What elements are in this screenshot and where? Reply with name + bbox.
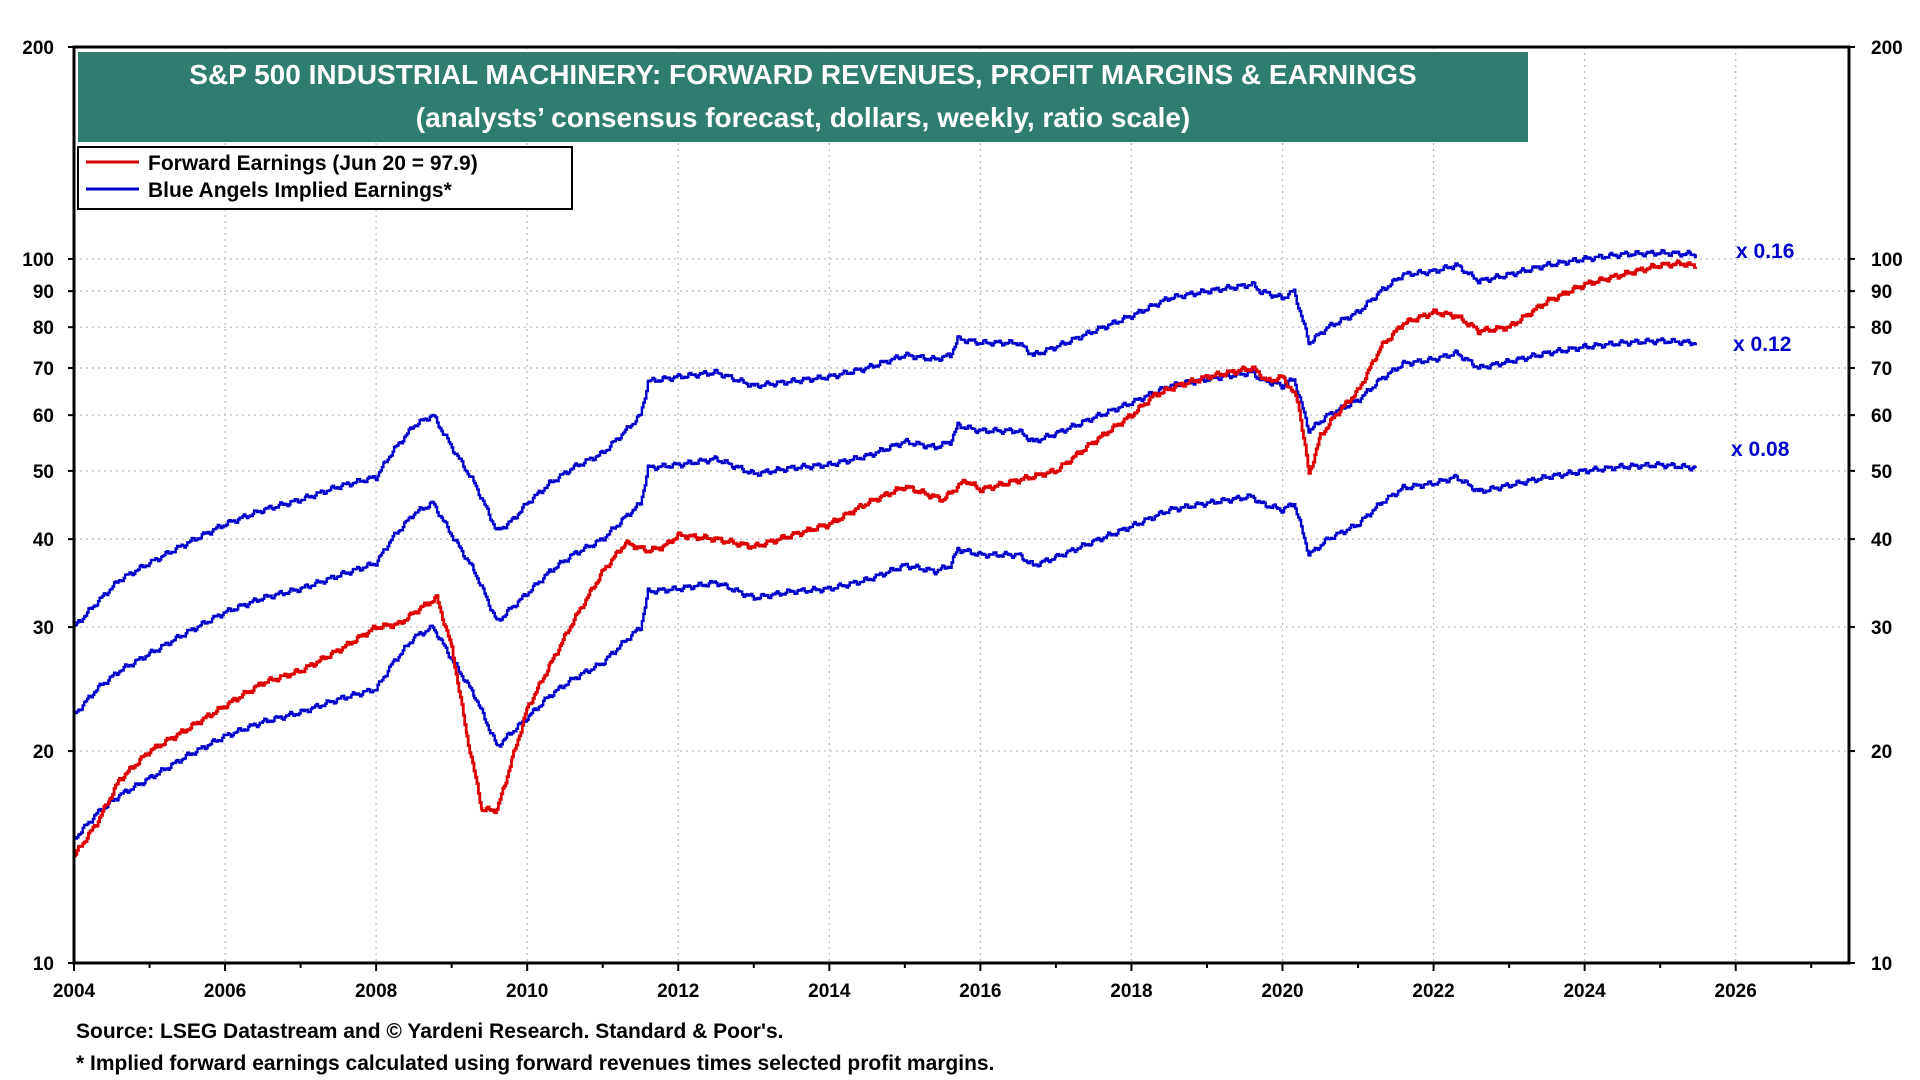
y-tick-label-right: 90 (1871, 282, 1892, 303)
y-tick-label-left: 100 (22, 250, 54, 271)
y-tick-label-left: 80 (33, 318, 54, 339)
x-tick-label: 2006 (204, 981, 246, 1002)
y-tick-label-right: 70 (1871, 359, 1892, 380)
legend: Forward Earnings (Jun 20 = 97.9) Blue An… (77, 146, 573, 210)
x-tick-label: 2026 (1715, 981, 1757, 1002)
y-tick-label-left: 20 (33, 742, 54, 763)
legend-box (77, 146, 573, 210)
x-tick-label: 2004 (53, 981, 96, 1002)
series-line-blue-angels (74, 249, 1697, 627)
x-tick-label: 2022 (1412, 981, 1454, 1002)
series-line-blue-angels (74, 337, 1697, 715)
series-line-forward-earnings (74, 259, 1698, 858)
annotation-x012: x 0.12 (1733, 333, 1791, 356)
y-tick-label-left: 10 (33, 954, 54, 975)
y-tick-label-right: 50 (1871, 462, 1892, 483)
footnote-source: Source: LSEG Datastream and © Yardeni Re… (76, 1020, 783, 1043)
x-tick-label: 2020 (1261, 981, 1303, 1002)
series-layer (74, 249, 1698, 858)
y-tick-label-right: 60 (1871, 406, 1892, 427)
x-tick-label: 2014 (808, 981, 851, 1002)
annotation-x008: x 0.08 (1731, 438, 1790, 461)
title-box: S&P 500 INDUSTRIAL MACHINERY: FORWARD RE… (78, 52, 1528, 142)
y-tick-label-left: 90 (33, 282, 54, 303)
y-tick-label-right: 30 (1871, 618, 1892, 639)
y-tick-label-right: 20 (1871, 742, 1892, 763)
x-tick-label: 2010 (506, 981, 548, 1002)
x-tick-label: 2016 (959, 981, 1001, 1002)
y-tick-label-right: 10 (1871, 954, 1892, 975)
y-tick-label-left: 40 (33, 530, 54, 551)
x-tick-label: 2018 (1110, 981, 1152, 1002)
x-tick-label: 2012 (657, 981, 699, 1002)
annotation-x016: x 0.16 (1736, 240, 1794, 263)
y-tick-label-left: 50 (33, 462, 54, 483)
y-tick-label-right: 80 (1871, 318, 1892, 339)
series-line-blue-angels (74, 461, 1697, 840)
x-tick-label: 2008 (355, 981, 397, 1002)
y-tick-label-right: 200 (1871, 38, 1903, 59)
y-tick-label-left: 60 (33, 406, 54, 427)
legend-label-blue-angels: Blue Angels Implied Earnings* (148, 179, 453, 202)
y-tick-label-right: 100 (1871, 250, 1903, 271)
chart-title: S&P 500 INDUSTRIAL MACHINERY: FORWARD RE… (189, 59, 1416, 90)
y-tick-label-left: 70 (33, 359, 54, 380)
x-tick-label: 2024 (1563, 981, 1606, 1002)
legend-label-forward-earnings: Forward Earnings (Jun 20 = 97.9) (148, 152, 478, 175)
y-tick-label-left: 30 (33, 618, 54, 639)
footnote-implied: * Implied forward earnings calculated us… (76, 1052, 994, 1075)
y-tick-label-left: 200 (22, 38, 54, 59)
y-tick-label-right: 40 (1871, 530, 1892, 551)
chart-subtitle: (analysts’ consensus forecast, dollars, … (416, 102, 1191, 133)
plot-frame (72, 45, 1851, 965)
title-background (78, 52, 1528, 142)
